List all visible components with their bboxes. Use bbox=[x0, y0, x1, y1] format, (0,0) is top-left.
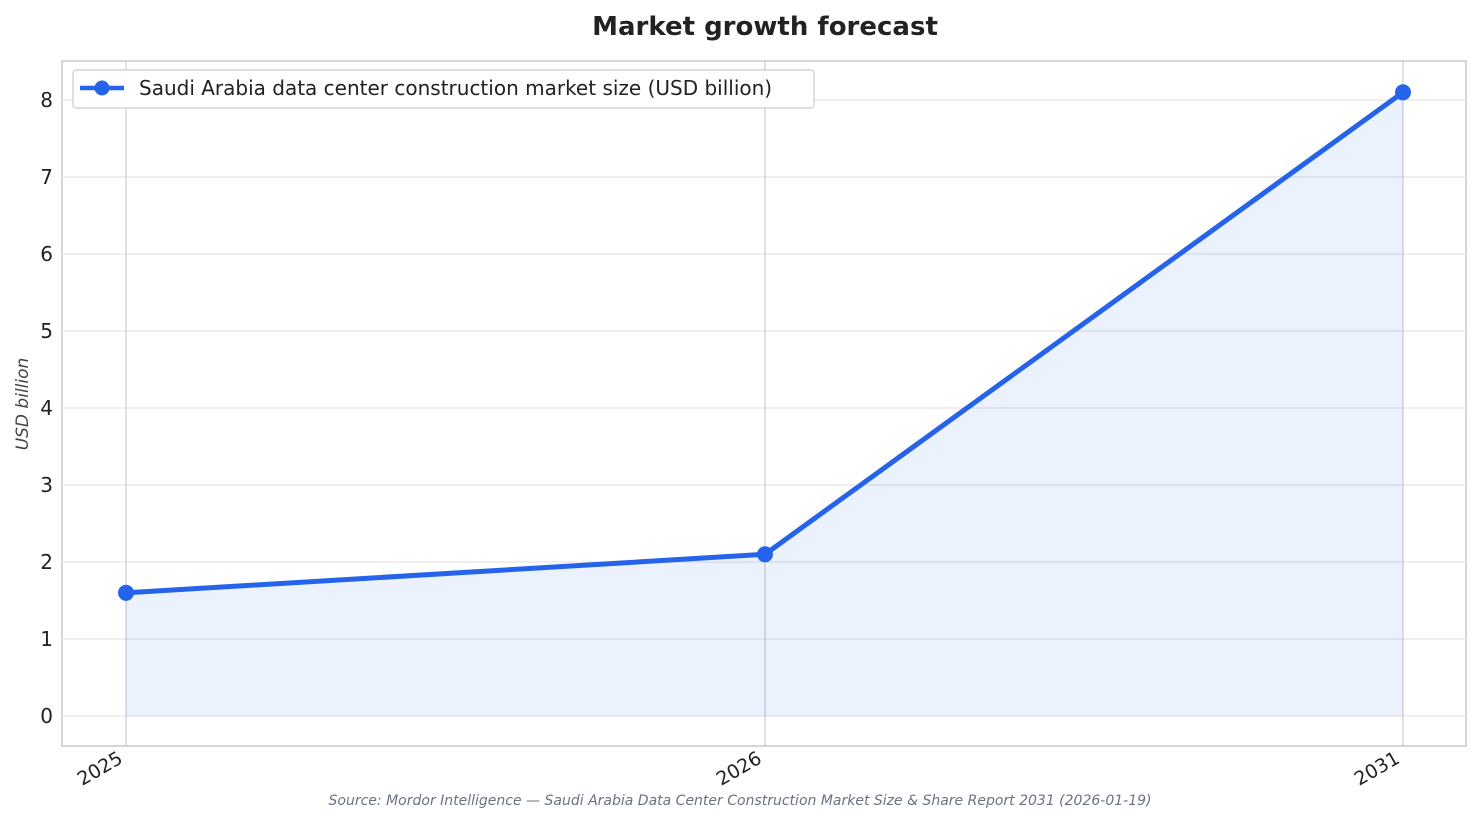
x-tick-labels: 2025 2026 2031 bbox=[74, 747, 1404, 790]
y-tick-labels: 0 1 2 3 4 5 6 7 8 bbox=[40, 88, 53, 728]
source-note: Source: Mordor Intelligence — Saudi Arab… bbox=[329, 793, 1152, 809]
legend-entry-label: Saudi Arabia data center construction ma… bbox=[139, 76, 772, 100]
y-tick-label: 1 bbox=[40, 627, 53, 651]
area-fill-layer bbox=[126, 92, 1403, 717]
x-tick-label: 2031 bbox=[1351, 747, 1404, 790]
x-grid-lines bbox=[125, 61, 1404, 746]
y-tick-label: 7 bbox=[40, 165, 53, 189]
y-tick-label: 3 bbox=[40, 473, 53, 497]
y-tick-label: 0 bbox=[40, 704, 53, 728]
y-tick-label: 4 bbox=[40, 396, 53, 420]
x-tick-label: 2026 bbox=[713, 747, 766, 790]
series-area-fill bbox=[126, 92, 1403, 717]
legend: Saudi Arabia data center construction ma… bbox=[72, 69, 815, 109]
data-point bbox=[1395, 84, 1411, 101]
data-point bbox=[757, 546, 773, 563]
x-tick-label: 2025 bbox=[74, 747, 127, 790]
y-tick-label: 5 bbox=[40, 319, 53, 343]
plot-area-frame bbox=[61, 60, 1467, 747]
data-points-layer bbox=[118, 84, 1411, 601]
y-axis-label: USD billion bbox=[13, 358, 33, 451]
data-point bbox=[118, 584, 134, 601]
legend-box bbox=[72, 69, 815, 109]
y-tick-label: 2 bbox=[40, 550, 53, 574]
y-tick-label: 8 bbox=[40, 88, 53, 112]
chart-title: Market growth forecast bbox=[592, 12, 938, 42]
y-tick-label: 6 bbox=[40, 242, 53, 266]
legend-marker bbox=[94, 80, 110, 96]
